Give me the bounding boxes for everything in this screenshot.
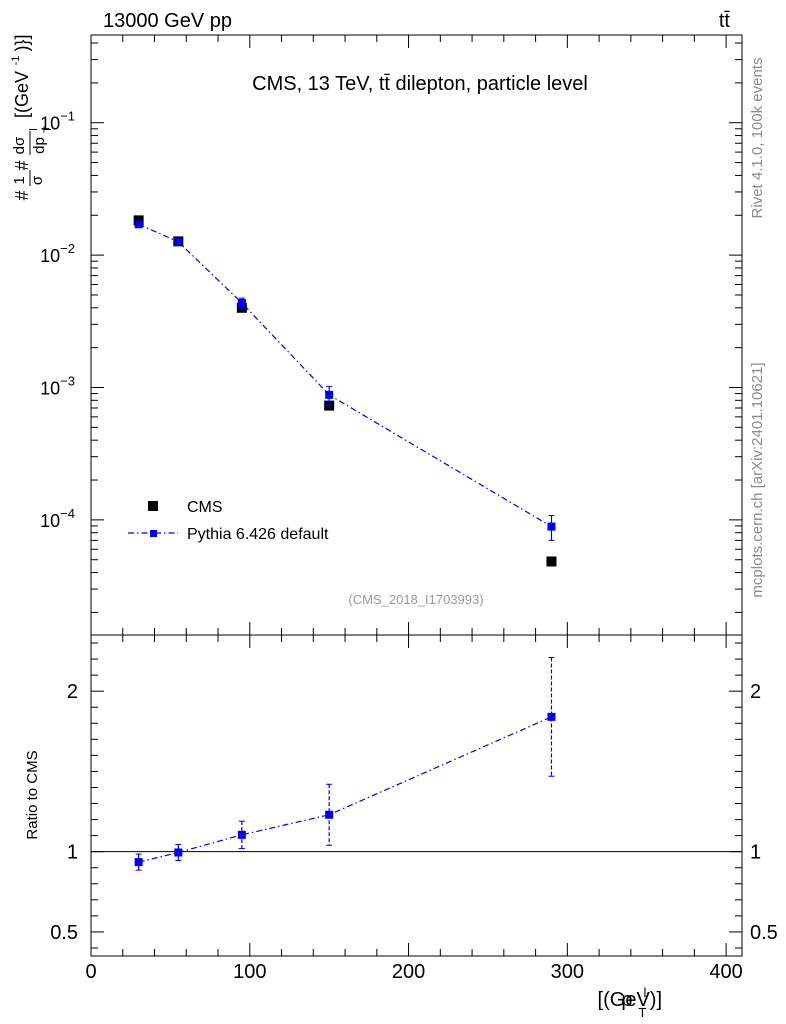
rivet-version-label: Rivet 4.1.0, 100k events <box>749 58 766 219</box>
x-tick-label: 300 <box>551 961 584 983</box>
legend-label-cms: CMS <box>187 499 223 516</box>
ratio-plot-ticks <box>90 635 742 956</box>
x-tick-label: 0 <box>85 961 96 983</box>
main-plot-y-tick-labels: 10−110−210−310−4 <box>40 109 75 531</box>
ratio-y-tick-label: 0.5 <box>50 922 78 944</box>
pythia-point <box>547 522 556 531</box>
main-plot-ticks <box>90 35 742 635</box>
ylabel-frac2-den-sup: l <box>28 128 40 130</box>
ylabel-unit-sup: -1 <box>10 56 22 66</box>
ratio-y-tick-labels-left: 0.5 1 2 <box>50 681 78 944</box>
y-tick-label-base: 10 <box>40 246 60 266</box>
ratio-point <box>134 858 143 867</box>
ratio-plot-series <box>134 656 556 871</box>
y-tick-label: 10−2 <box>40 241 75 266</box>
ratio-y-tick-labels-right: 0.5 1 2 <box>750 681 778 944</box>
main-y-axis-label: # 1 σ # dσ dp l T [(GeV -1 )}] <box>3 34 55 200</box>
svg-text:# 1 σ #: # 1 σ # dσ dp l T [(GeV -1 )}] <box>3 34 55 200</box>
x-axis-label: p l T [(GeV)] <box>598 980 662 1022</box>
ratio-line <box>138 716 552 863</box>
mcplots-reference-label: mcplots.cern.ch [arXiv:2401.10621] <box>749 362 766 597</box>
y-tick-label-exponent: −4 <box>60 506 75 521</box>
y-tick-label: 10−3 <box>40 373 75 398</box>
ratio-point <box>547 712 556 721</box>
main-plot-frame <box>90 34 743 636</box>
cms-point <box>324 400 335 411</box>
ratio-point <box>325 810 334 819</box>
ratio-point <box>237 830 246 839</box>
y-tick-label-exponent: −2 <box>60 241 75 256</box>
x-tick-label: 200 <box>392 961 425 983</box>
ratio-y-tick-label: 1 <box>67 842 78 864</box>
main-plot-series <box>133 215 557 567</box>
x-tick-label: 100 <box>233 961 266 983</box>
analysis-id-annotation: (CMS_2018_I1703993) <box>348 592 483 607</box>
ratio-y-tick-label-right: 2 <box>750 681 761 703</box>
pythia-point <box>174 237 183 246</box>
y-tick-label-base: 10 <box>40 378 60 398</box>
main-plot-title: CMS, 13 TeV, tt̄ dilepton, particle leve… <box>252 73 588 95</box>
header-final-state-label: tt̄ <box>719 10 731 32</box>
ratio-point <box>174 848 183 857</box>
header-process-label: 13000 GeV pp <box>103 10 232 32</box>
pythia-point <box>134 220 143 229</box>
ylabel-prefix: # <box>12 191 32 201</box>
y-tick-label-base: 10 <box>40 511 60 531</box>
pythia-line <box>138 223 552 528</box>
pythia-point <box>237 298 246 307</box>
xlabel-main: p <box>621 989 632 1011</box>
xlabel-sup: l <box>644 985 647 1000</box>
ylabel-unit-end: )}] <box>12 34 32 51</box>
ylabel-frac1-num: 1 <box>11 176 28 184</box>
legend: CMS Pythia 6.426 default <box>128 499 329 543</box>
y-tick-label-base: 10 <box>40 114 60 134</box>
legend-label-pythia: Pythia 6.426 default <box>187 526 329 543</box>
xlabel-unit: [(GeV)] <box>598 989 662 1011</box>
ratio-y-tick-label: 2 <box>67 681 78 703</box>
y-tick-label: 10−4 <box>40 506 75 531</box>
ratio-plot-frame <box>90 634 743 957</box>
x-tick-label: 400 <box>709 961 742 983</box>
y-tick-label: 10−1 <box>40 109 75 134</box>
ylabel-frac1-den: σ <box>29 175 46 185</box>
ylabel-frac2-den-sub: T <box>42 126 54 133</box>
ratio-x-tick-labels: 0 100 200 300 400 <box>85 961 742 983</box>
legend-marker-pythia <box>150 530 157 537</box>
legend-marker-cms <box>148 501 158 511</box>
xlabel-sub: T <box>638 1005 646 1020</box>
ratio-y-tick-label-right: 0.5 <box>750 922 778 944</box>
ratio-y-axis-label: Ratio to CMS <box>24 750 41 839</box>
ylabel-unit: [(GeV <box>12 71 32 118</box>
ratio-y-tick-label-right: 1 <box>750 842 761 864</box>
ylabel-frac2-den: dp <box>31 137 48 154</box>
pythia-point <box>325 390 334 399</box>
y-tick-label-exponent: −1 <box>60 109 75 124</box>
cms-point <box>546 556 557 567</box>
y-tick-label-exponent: −3 <box>60 373 75 388</box>
ylabel-frac2-num: dσ <box>11 136 28 154</box>
ylabel-mid: # <box>12 161 32 171</box>
